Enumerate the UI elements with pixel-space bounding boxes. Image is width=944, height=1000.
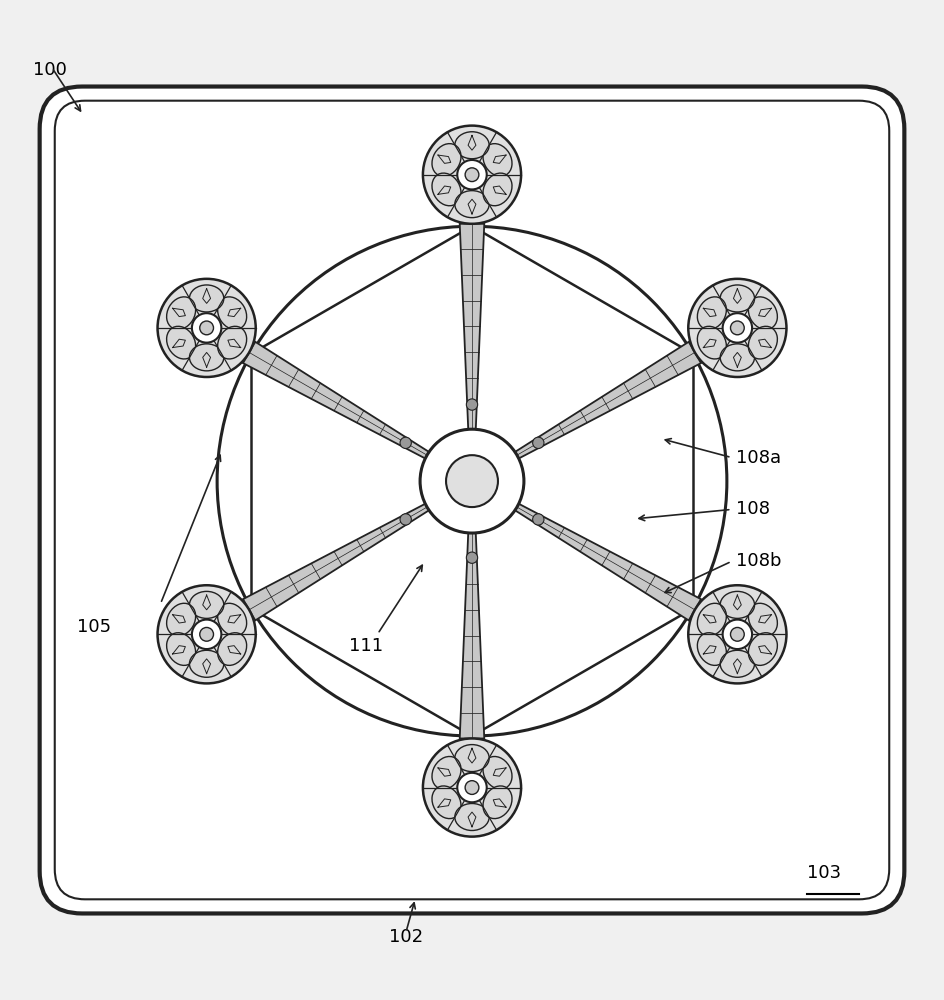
Circle shape	[200, 627, 213, 641]
Circle shape	[158, 585, 256, 683]
Ellipse shape	[749, 633, 777, 665]
FancyBboxPatch shape	[40, 87, 904, 913]
Circle shape	[420, 429, 524, 533]
Circle shape	[192, 620, 221, 649]
Ellipse shape	[218, 297, 246, 330]
Ellipse shape	[749, 297, 777, 330]
Circle shape	[688, 279, 786, 377]
Circle shape	[447, 455, 498, 507]
Text: 111: 111	[349, 637, 383, 655]
Polygon shape	[460, 224, 484, 429]
Ellipse shape	[455, 191, 489, 218]
Circle shape	[731, 627, 744, 641]
Circle shape	[158, 279, 256, 377]
Ellipse shape	[483, 173, 512, 206]
Ellipse shape	[720, 591, 754, 618]
Ellipse shape	[720, 650, 754, 677]
Circle shape	[723, 620, 752, 649]
Ellipse shape	[698, 603, 726, 636]
Ellipse shape	[483, 756, 512, 789]
Polygon shape	[243, 504, 429, 620]
Circle shape	[217, 226, 727, 736]
Circle shape	[466, 552, 478, 563]
Ellipse shape	[698, 326, 726, 359]
Ellipse shape	[218, 633, 246, 665]
Ellipse shape	[167, 326, 195, 359]
Circle shape	[192, 313, 221, 343]
Text: 108a: 108a	[736, 449, 782, 467]
Circle shape	[532, 437, 544, 448]
Polygon shape	[460, 533, 484, 738]
Ellipse shape	[455, 803, 489, 830]
Circle shape	[400, 437, 412, 448]
Text: 103: 103	[807, 864, 841, 882]
Circle shape	[465, 781, 479, 794]
Ellipse shape	[432, 144, 461, 176]
Ellipse shape	[190, 344, 224, 371]
Text: 108b: 108b	[736, 552, 782, 570]
Text: 102: 102	[389, 928, 423, 946]
Circle shape	[423, 738, 521, 837]
Ellipse shape	[432, 786, 461, 819]
Circle shape	[423, 126, 521, 224]
Ellipse shape	[167, 633, 195, 665]
Ellipse shape	[698, 633, 726, 665]
Polygon shape	[515, 504, 701, 620]
Circle shape	[465, 168, 479, 182]
Ellipse shape	[698, 297, 726, 330]
Circle shape	[532, 514, 544, 525]
Ellipse shape	[167, 297, 195, 330]
Ellipse shape	[749, 603, 777, 636]
Text: 100: 100	[33, 61, 67, 79]
Ellipse shape	[167, 603, 195, 636]
Ellipse shape	[720, 344, 754, 371]
Ellipse shape	[720, 285, 754, 312]
Polygon shape	[243, 342, 429, 458]
Ellipse shape	[432, 756, 461, 789]
Circle shape	[200, 321, 213, 335]
Ellipse shape	[483, 144, 512, 176]
Ellipse shape	[190, 650, 224, 677]
Circle shape	[466, 399, 478, 410]
Ellipse shape	[190, 591, 224, 618]
Ellipse shape	[455, 132, 489, 159]
Ellipse shape	[218, 603, 246, 636]
Circle shape	[457, 773, 487, 802]
Ellipse shape	[455, 745, 489, 772]
Ellipse shape	[218, 326, 246, 359]
Circle shape	[688, 585, 786, 683]
Text: 108: 108	[736, 500, 770, 518]
Ellipse shape	[432, 173, 461, 206]
Text: 105: 105	[77, 618, 111, 636]
Circle shape	[731, 321, 744, 335]
Circle shape	[457, 160, 487, 189]
Ellipse shape	[190, 285, 224, 312]
Polygon shape	[515, 342, 701, 458]
Ellipse shape	[749, 326, 777, 359]
Ellipse shape	[483, 786, 512, 819]
Circle shape	[400, 514, 412, 525]
Circle shape	[723, 313, 752, 343]
